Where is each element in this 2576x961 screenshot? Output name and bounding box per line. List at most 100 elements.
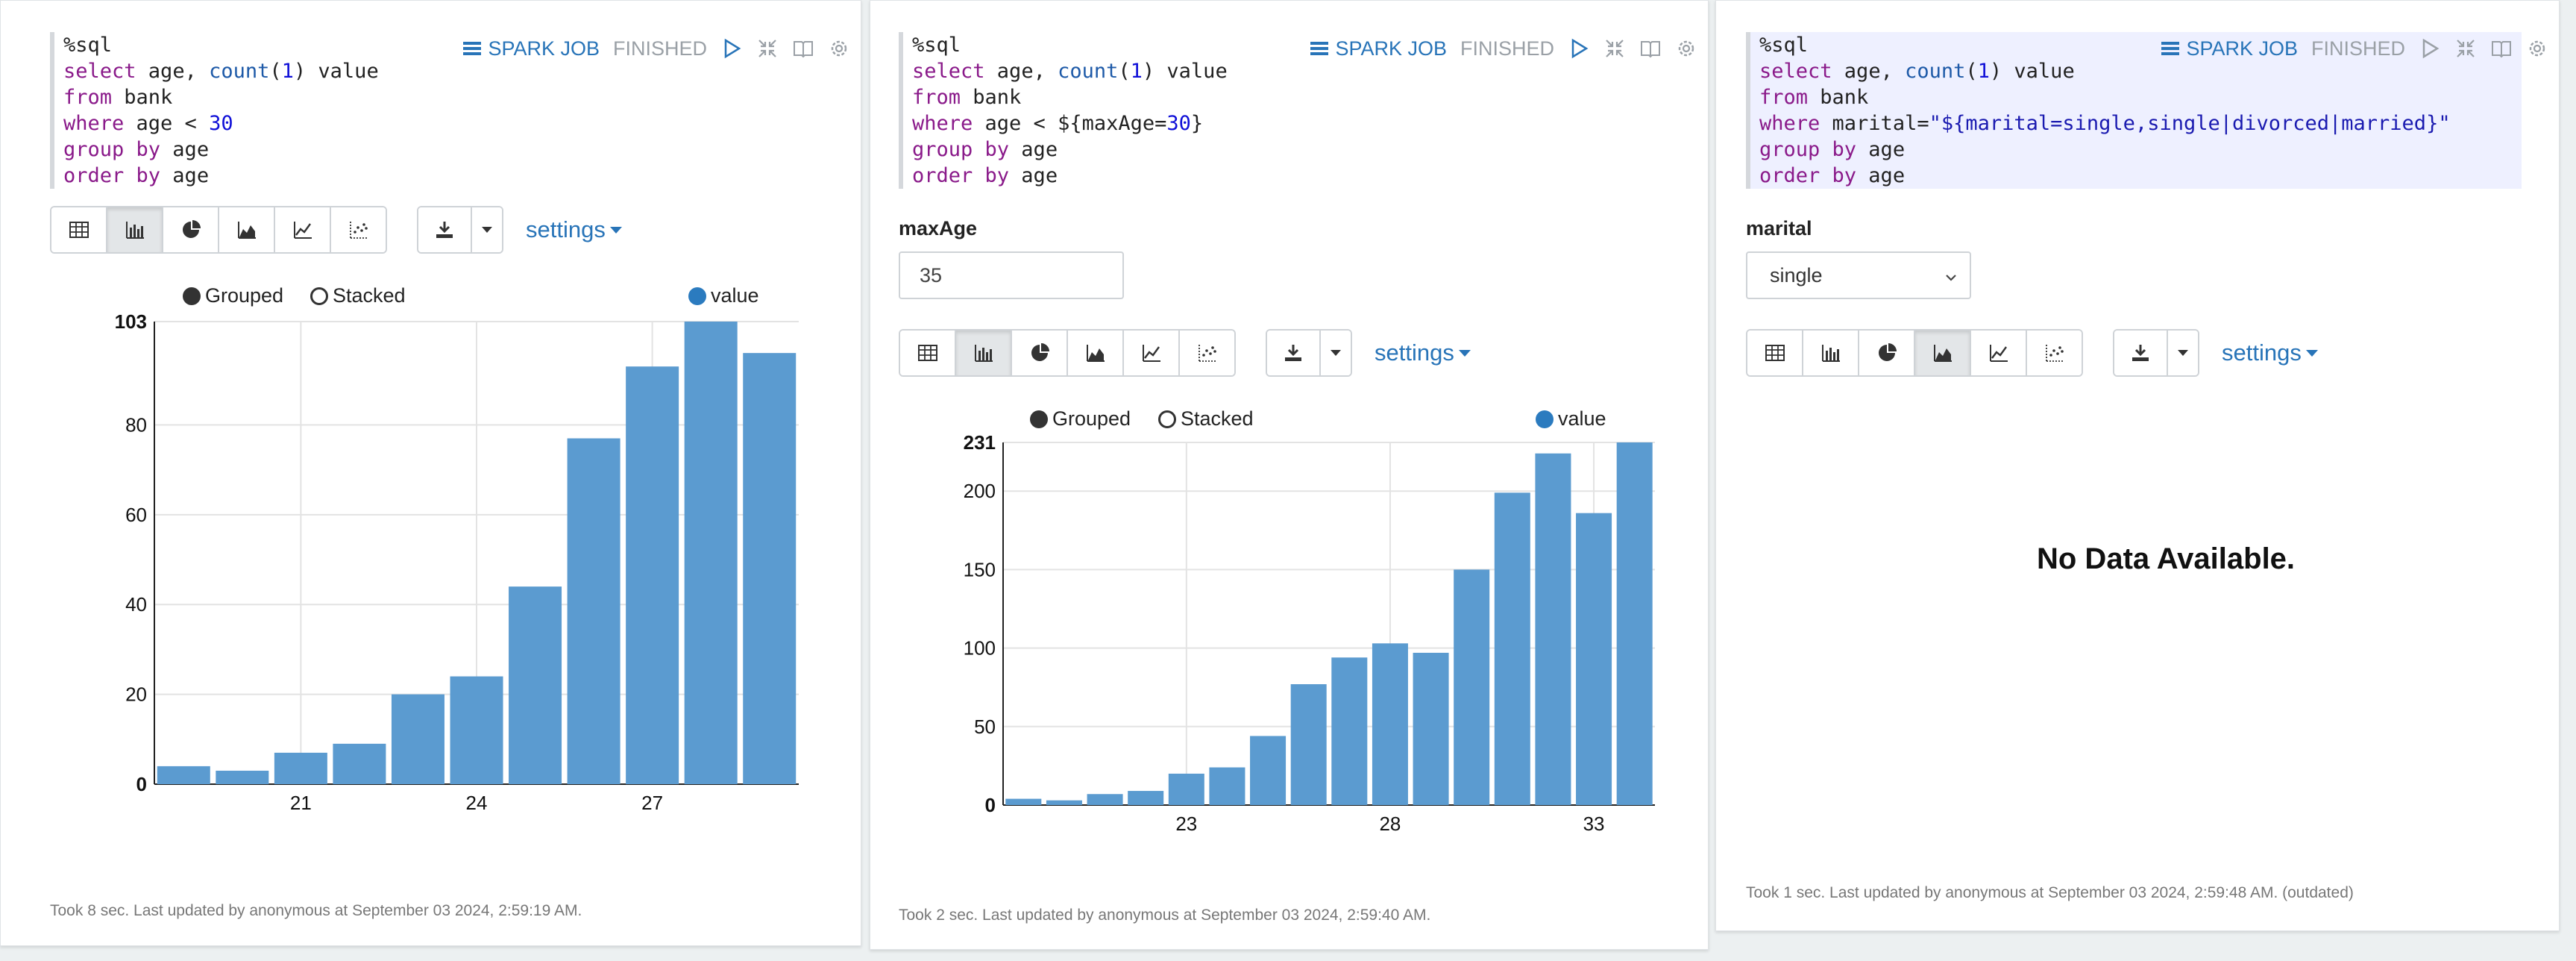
- book-icon[interactable]: [1639, 37, 1662, 60]
- caret-down-icon: [2305, 349, 2318, 357]
- bar-age-28[interactable]: [1372, 643, 1408, 805]
- run-icon[interactable]: [720, 37, 743, 60]
- code-line: from bank: [63, 84, 826, 110]
- download-dropdown-button[interactable]: [472, 207, 502, 252]
- area-chart-button[interactable]: [1068, 331, 1124, 375]
- legend-grouped[interactable]: Grouped: [183, 284, 283, 307]
- code-token: 1: [281, 60, 294, 83]
- download-button[interactable]: [2114, 331, 2168, 375]
- bar-age-29[interactable]: [1413, 652, 1449, 805]
- maxage-input[interactable]: [899, 251, 1124, 299]
- line-chart-button[interactable]: [1124, 331, 1180, 375]
- bar-chart-button[interactable]: [107, 207, 163, 252]
- bar-age-22[interactable]: [333, 743, 386, 784]
- collapse-icon[interactable]: [756, 37, 779, 60]
- legend-stacked[interactable]: Stacked: [1158, 407, 1254, 431]
- bar-age-21[interactable]: [274, 752, 327, 784]
- table-button[interactable]: [51, 207, 107, 252]
- line-chart-button[interactable]: [1971, 331, 2027, 375]
- legend-grouped[interactable]: Grouped: [1030, 407, 1131, 431]
- marital-select[interactable]: single: [1746, 251, 1971, 299]
- pie-chart-button[interactable]: [163, 207, 219, 252]
- series-dot-icon: [1536, 410, 1554, 428]
- bar-age-32[interactable]: [1535, 453, 1571, 805]
- book-icon[interactable]: [792, 37, 814, 60]
- spark-job-link[interactable]: SPARK JOB: [461, 37, 600, 60]
- gear-icon[interactable]: [1675, 37, 1697, 60]
- bar-age-31[interactable]: [1494, 492, 1530, 805]
- bar-age-23[interactable]: [391, 694, 444, 784]
- code-token: age: [1856, 164, 1906, 187]
- bar-age-27[interactable]: [626, 366, 679, 784]
- collapse-icon[interactable]: [1603, 37, 1626, 60]
- bar-age-27[interactable]: [1331, 657, 1368, 805]
- code-token: from: [1759, 86, 1809, 109]
- settings-toggle[interactable]: settings: [2222, 339, 2318, 366]
- bar-chart-button[interactable]: [1803, 331, 1859, 375]
- chevron-down-icon: [1943, 268, 1959, 291]
- code-line: where age < ${maxAge=30}: [912, 110, 1674, 137]
- spark-job-link[interactable]: SPARK JOB: [2159, 37, 2298, 60]
- bar-age-23[interactable]: [1168, 773, 1204, 805]
- run-icon[interactable]: [2419, 37, 2441, 60]
- scatter-chart-button[interactable]: [1180, 331, 1234, 375]
- scatter-chart-button[interactable]: [331, 207, 386, 252]
- bar-age-19[interactable]: [157, 766, 210, 784]
- bar-age-20[interactable]: [1046, 800, 1082, 805]
- code-line: where age < 30: [63, 110, 826, 137]
- bar-age-22[interactable]: [1128, 791, 1164, 805]
- settings-toggle[interactable]: settings: [1375, 339, 1471, 366]
- download-button[interactable]: [1267, 331, 1321, 375]
- run-icon[interactable]: [1568, 37, 1590, 60]
- bar-age-29[interactable]: [743, 353, 797, 784]
- area-chart-button[interactable]: [1915, 331, 1971, 375]
- code-editor[interactable]: %sql select age, count(1) value from bank w…: [899, 32, 1674, 189]
- table-button[interactable]: [1747, 331, 1803, 375]
- download-button[interactable]: [418, 207, 472, 252]
- spark-job-label: SPARK JOB: [1335, 37, 1447, 60]
- chart-type-group: [899, 329, 1236, 377]
- gear-icon[interactable]: [2526, 37, 2548, 60]
- legend-grouped-label: Grouped: [1052, 407, 1131, 430]
- gear-icon[interactable]: [828, 37, 850, 60]
- book-icon[interactable]: [2490, 37, 2513, 60]
- y-tick-label: 0: [136, 773, 147, 795]
- pie-chart-button[interactable]: [1012, 331, 1068, 375]
- bar-age-30[interactable]: [1454, 569, 1490, 805]
- scatter-chart-button[interactable]: [2027, 331, 2082, 375]
- bar-age-26[interactable]: [567, 438, 621, 784]
- code-token: bank: [1808, 86, 1869, 109]
- code-token: age,: [1832, 60, 1906, 83]
- bar-age-33[interactable]: [1576, 513, 1612, 805]
- code-editor[interactable]: %sql select age, count(1) value from bank w…: [1746, 32, 2522, 189]
- code-token: count: [209, 60, 270, 83]
- bar-age-25[interactable]: [509, 586, 562, 784]
- spark-job-link[interactable]: SPARK JOB: [1308, 37, 1447, 60]
- bar-chart-button[interactable]: [956, 331, 1012, 375]
- spark-job-label: SPARK JOB: [488, 37, 600, 60]
- legend-series-value[interactable]: value: [1536, 407, 1606, 431]
- caret-down-icon: [609, 226, 622, 234]
- collapse-icon[interactable]: [2454, 37, 2477, 60]
- bar-age-20[interactable]: [216, 770, 269, 784]
- legend-stacked[interactable]: Stacked: [310, 284, 406, 307]
- x-tick-label: 27: [641, 792, 663, 814]
- code-editor[interactable]: %sql select age, count(1) value from bank w…: [50, 32, 826, 189]
- table-button[interactable]: [900, 331, 956, 375]
- bar-age-24[interactable]: [450, 676, 503, 784]
- download-dropdown-button[interactable]: [1321, 331, 1351, 375]
- line-chart-button[interactable]: [275, 207, 331, 252]
- paragraph-panel-2: %sql select age, count(1) value from bank w…: [870, 0, 1709, 950]
- bar-age-19[interactable]: [1005, 798, 1042, 805]
- bar-age-25[interactable]: [1250, 736, 1287, 805]
- area-chart-button[interactable]: [219, 207, 275, 252]
- bar-age-21[interactable]: [1087, 794, 1123, 805]
- download-dropdown-button[interactable]: [2168, 331, 2198, 375]
- bar-age-28[interactable]: [684, 322, 738, 784]
- legend-series-value[interactable]: value: [688, 284, 759, 307]
- pie-chart-button[interactable]: [1859, 331, 1915, 375]
- bar-age-26[interactable]: [1290, 684, 1327, 805]
- bar-age-24[interactable]: [1209, 767, 1245, 805]
- settings-toggle[interactable]: settings: [526, 216, 622, 243]
- bar-age-34[interactable]: [1616, 442, 1653, 805]
